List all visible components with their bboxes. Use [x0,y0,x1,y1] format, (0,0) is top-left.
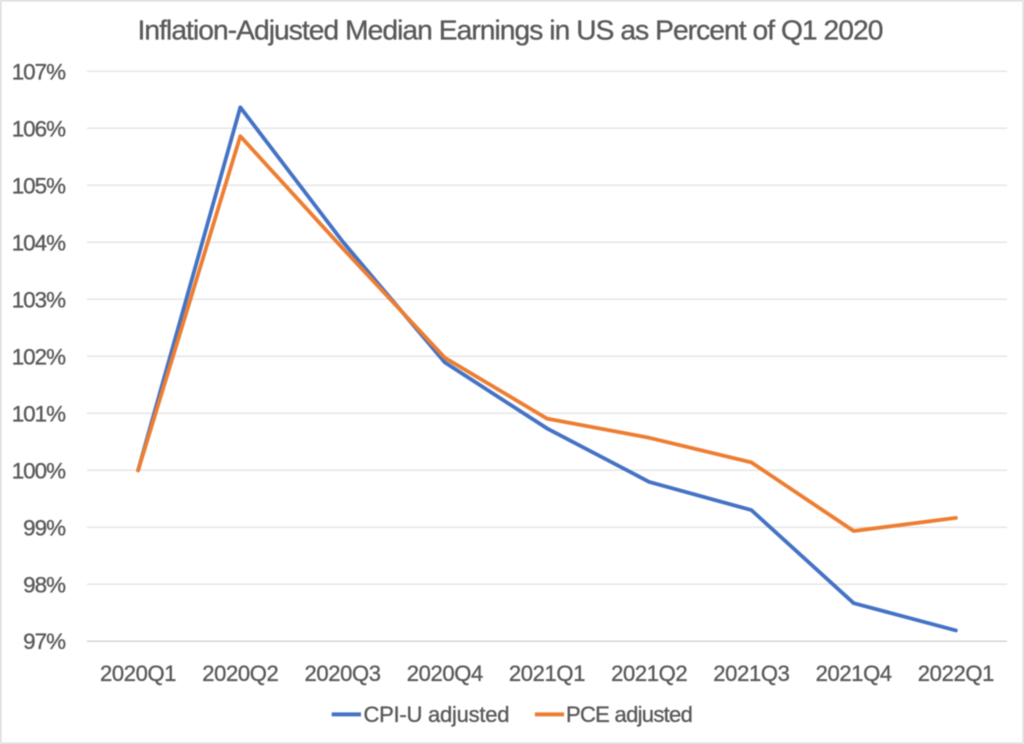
svg-text:100%: 100% [12,458,66,483]
svg-text:104%: 104% [12,230,66,255]
svg-text:PCE adjusted: PCE adjusted [566,702,692,727]
svg-text:102%: 102% [12,344,66,369]
svg-text:107%: 107% [12,59,66,84]
svg-text:97%: 97% [23,629,66,654]
svg-text:2021Q2: 2021Q2 [611,661,687,686]
svg-text:2022Q1: 2022Q1 [918,661,994,686]
svg-text:2020Q4: 2020Q4 [407,661,483,686]
svg-text:2021Q3: 2021Q3 [713,661,789,686]
svg-text:106%: 106% [12,116,66,141]
svg-text:2020Q2: 2020Q2 [202,661,278,686]
svg-text:CPI-U adjusted: CPI-U adjusted [364,702,510,727]
svg-text:103%: 103% [12,287,66,312]
svg-text:Inflation-Adjusted Median Earn: Inflation-Adjusted Median Earnings in US… [138,14,883,46]
svg-text:101%: 101% [12,401,66,426]
svg-text:2021Q1: 2021Q1 [509,661,585,686]
svg-text:2020Q1: 2020Q1 [100,661,176,686]
svg-text:2021Q4: 2021Q4 [816,661,892,686]
svg-text:2020Q3: 2020Q3 [304,661,380,686]
svg-text:105%: 105% [12,173,66,198]
svg-text:98%: 98% [23,572,66,597]
svg-text:99%: 99% [23,515,66,540]
